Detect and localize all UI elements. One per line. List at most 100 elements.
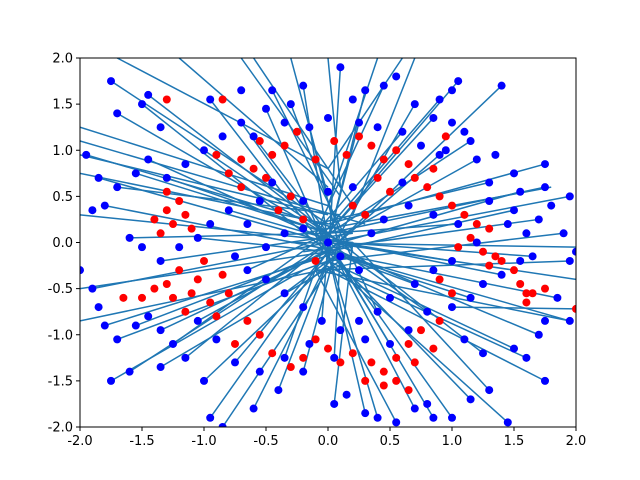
blue-point-26 bbox=[516, 187, 525, 196]
red-point-91 bbox=[218, 95, 227, 104]
red-point-13 bbox=[150, 284, 159, 293]
blue-point-136 bbox=[386, 339, 394, 348]
red-point-40 bbox=[410, 173, 419, 182]
red-point-50 bbox=[454, 243, 463, 252]
blue-point-40 bbox=[80, 266, 84, 275]
blue-point-147 bbox=[218, 132, 227, 141]
blue-point-87 bbox=[243, 220, 252, 229]
blue-point-121 bbox=[336, 252, 345, 261]
blue-point-135 bbox=[361, 335, 370, 344]
line-segment-54 bbox=[160, 260, 341, 368]
blue-point-99 bbox=[398, 178, 407, 187]
blue-point-123 bbox=[367, 229, 376, 238]
blue-point-13 bbox=[454, 77, 463, 86]
red-point-63 bbox=[417, 326, 425, 335]
y-tick-label-2: -1.0 bbox=[48, 328, 73, 343]
blue-point-60 bbox=[342, 390, 351, 399]
line-segment-98 bbox=[327, 90, 366, 243]
blue-point-134 bbox=[330, 353, 339, 362]
y-axis: -2.0 -1.5 -1.0 -0.5 0.0 0.5 1.0 1.5 2.0 bbox=[48, 52, 80, 436]
y-tick-label-4: 0.0 bbox=[52, 236, 73, 251]
red-point-66 bbox=[379, 367, 388, 376]
red-point-93 bbox=[448, 289, 456, 298]
blue-point-106 bbox=[410, 280, 419, 289]
red-point-74 bbox=[286, 363, 295, 372]
blue-point-149 bbox=[262, 104, 270, 113]
red-point-57 bbox=[522, 298, 531, 307]
blue-point-59 bbox=[330, 399, 339, 408]
blue-point-159 bbox=[528, 252, 537, 261]
red-point-52 bbox=[491, 252, 500, 261]
blue-point-85 bbox=[206, 220, 215, 229]
blue-point-46 bbox=[144, 312, 153, 321]
red-point-29 bbox=[293, 127, 301, 136]
red-point-17 bbox=[224, 289, 233, 298]
blue-point-71 bbox=[541, 376, 549, 385]
blue-point-33 bbox=[572, 247, 576, 256]
blue-point-96 bbox=[398, 127, 407, 136]
blue-point-133 bbox=[305, 339, 314, 348]
blue-point-65 bbox=[423, 399, 432, 408]
x-tick-label-0: -2.0 bbox=[67, 434, 92, 449]
blue-point-6 bbox=[268, 86, 277, 95]
red-point-48 bbox=[485, 224, 494, 233]
line-segment-60 bbox=[327, 251, 379, 418]
blue-point-117 bbox=[262, 243, 270, 252]
line-segment-107 bbox=[339, 241, 484, 354]
blue-point-0 bbox=[107, 77, 115, 86]
blue-point-143 bbox=[516, 256, 525, 265]
blue-point-100 bbox=[404, 201, 413, 210]
blue-point-152 bbox=[410, 100, 419, 109]
blue-point-17 bbox=[94, 173, 103, 182]
blue-point-62 bbox=[373, 413, 382, 422]
blue-point-120 bbox=[324, 238, 332, 247]
blue-point-53 bbox=[200, 376, 208, 385]
blue-point-77 bbox=[522, 353, 531, 362]
red-point-1 bbox=[162, 206, 171, 215]
blue-point-15 bbox=[497, 81, 506, 90]
blue-point-30 bbox=[547, 201, 556, 210]
red-point-94 bbox=[441, 132, 450, 141]
connecting-lines bbox=[80, 58, 576, 427]
line-segment-77 bbox=[315, 131, 403, 234]
red-point-60 bbox=[119, 293, 128, 302]
y-tick-label-6: 1.0 bbox=[52, 144, 73, 159]
blue-point-144 bbox=[162, 173, 171, 182]
blue-point-151 bbox=[361, 86, 370, 95]
blue-point-156 bbox=[491, 150, 500, 159]
red-point-10 bbox=[187, 289, 196, 298]
blue-point-102 bbox=[454, 220, 463, 229]
red-point-33 bbox=[355, 132, 363, 141]
red-point-37 bbox=[404, 160, 413, 169]
blue-point-25 bbox=[541, 183, 549, 192]
line-segment-85 bbox=[247, 232, 329, 271]
red-point-26 bbox=[237, 183, 246, 192]
line-segment-10 bbox=[80, 140, 366, 225]
line-segment-47 bbox=[327, 232, 564, 262]
blue-point-142 bbox=[497, 270, 506, 279]
blue-point-38 bbox=[460, 127, 469, 136]
x-tick-label-6: 1.0 bbox=[442, 434, 463, 449]
blue-point-42 bbox=[94, 303, 103, 312]
blue-point-8 bbox=[336, 63, 345, 72]
blue-point-139 bbox=[448, 303, 456, 312]
red-point-62 bbox=[435, 316, 444, 325]
red-point-46 bbox=[472, 220, 481, 229]
line-segment-42 bbox=[135, 172, 329, 234]
line-segment-78 bbox=[327, 154, 441, 253]
blue-point-130 bbox=[231, 358, 239, 367]
blue-point-64 bbox=[410, 404, 419, 413]
blue-point-126 bbox=[324, 187, 332, 196]
line-segment-115 bbox=[315, 269, 570, 322]
blue-point-138 bbox=[423, 307, 432, 316]
blue-point-10 bbox=[379, 81, 388, 90]
blue-point-131 bbox=[255, 367, 264, 376]
red-point-58 bbox=[516, 280, 525, 289]
blue-point-122 bbox=[355, 266, 363, 275]
y-tick-label-3: -0.5 bbox=[48, 282, 73, 297]
blue-point-154 bbox=[448, 118, 456, 127]
line-segment-96 bbox=[240, 122, 329, 243]
red-point-71 bbox=[324, 344, 332, 353]
line-segment-58 bbox=[277, 260, 329, 391]
line-segment-23 bbox=[327, 251, 366, 414]
